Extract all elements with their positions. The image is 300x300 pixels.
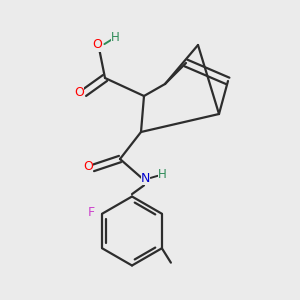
Text: O: O (93, 38, 102, 52)
Text: F: F (88, 206, 95, 219)
Text: O: O (84, 160, 93, 173)
Text: H: H (158, 168, 167, 181)
Text: H: H (111, 31, 120, 44)
Text: O: O (75, 86, 84, 100)
Text: N: N (141, 172, 150, 185)
